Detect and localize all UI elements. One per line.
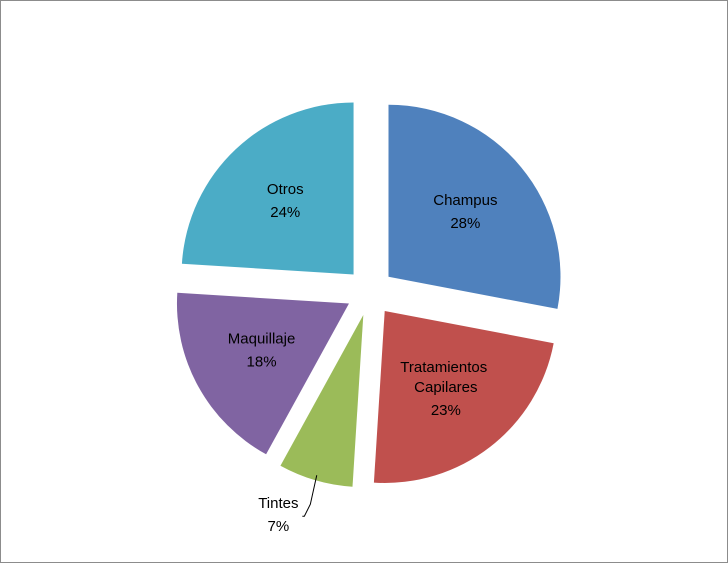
pie-slice bbox=[388, 104, 561, 309]
pie-slice bbox=[176, 292, 349, 455]
slice-label: Champus bbox=[433, 192, 497, 209]
slice-label: Tintes bbox=[258, 495, 298, 512]
slice-value: 23% bbox=[431, 402, 461, 419]
pie-slice bbox=[373, 310, 554, 483]
pie-slice bbox=[181, 102, 354, 275]
slice-label: Tratamientos Capilares bbox=[400, 359, 491, 396]
leader-line bbox=[302, 475, 318, 517]
slice-value: 24% bbox=[270, 204, 300, 221]
slice-label: Maquillaje bbox=[228, 331, 296, 348]
slice-value: 28% bbox=[450, 215, 480, 232]
pie-slice bbox=[280, 315, 364, 487]
slice-label: Otros bbox=[267, 181, 304, 198]
slice-value: 7% bbox=[267, 518, 289, 535]
slice-value: 18% bbox=[247, 354, 277, 371]
